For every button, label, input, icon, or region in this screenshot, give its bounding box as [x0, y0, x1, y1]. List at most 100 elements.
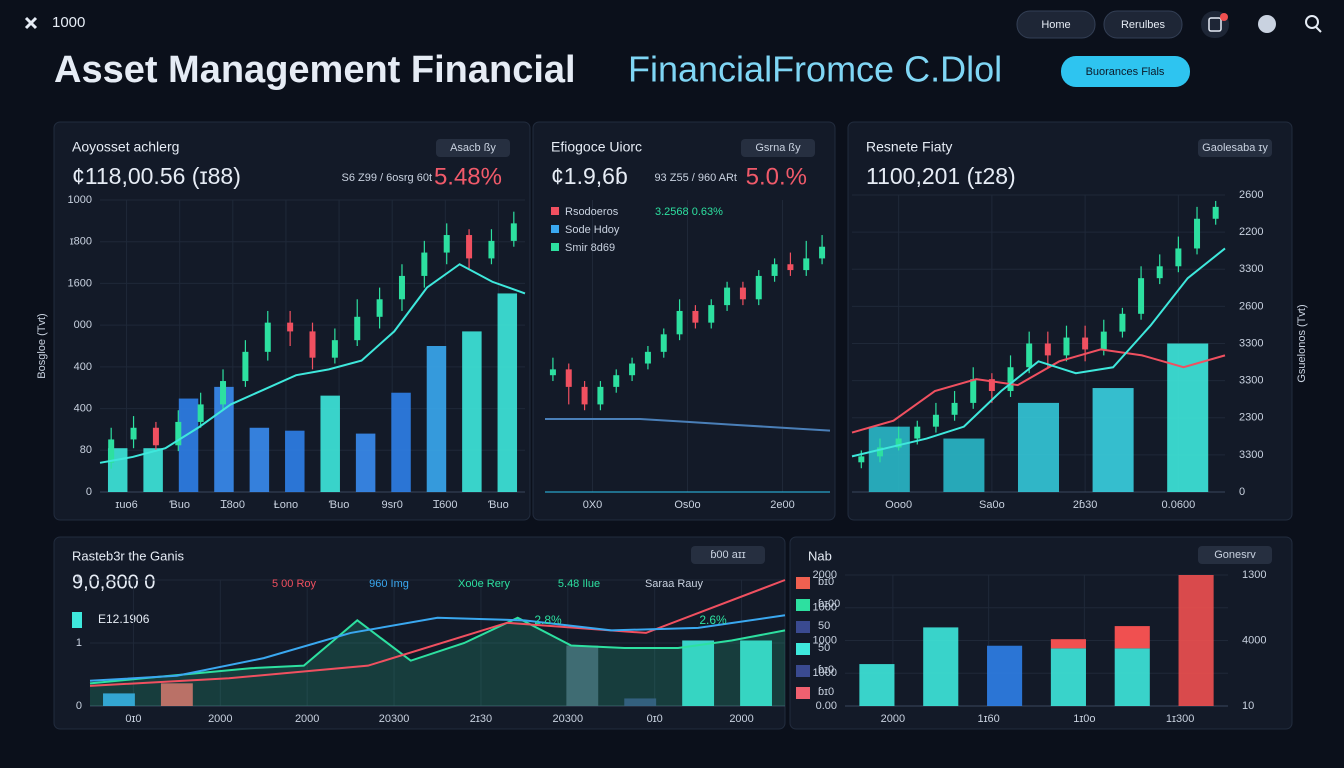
y-axis-label: Gsuelonos (Tvt)	[1296, 304, 1308, 382]
panel-tag[interactable]	[1198, 139, 1272, 157]
x-tick-label: Ɓuo	[169, 499, 190, 511]
candle-body	[739, 287, 746, 300]
panel-tag[interactable]	[691, 546, 765, 564]
bar	[987, 645, 1023, 706]
panel-tag[interactable]	[436, 139, 510, 157]
panel-tag-label[interactable]: Asacb ßy	[450, 142, 496, 154]
x-tick-label: 20300	[553, 713, 584, 725]
x-tick-label: 9sr0	[381, 499, 402, 511]
y-tick-label: 0	[76, 700, 82, 712]
x-tick-label: 1ɪ60	[977, 713, 999, 725]
search-icon-handle	[1315, 26, 1322, 33]
badge[interactable]	[1061, 56, 1190, 87]
y-tick-label: 1600	[68, 277, 92, 289]
line	[851, 247, 1226, 458]
chart-note: 2.8%	[534, 613, 562, 627]
panel-tag-label[interactable]: ɓ00 aɪɪ	[710, 549, 745, 561]
bar	[566, 645, 599, 706]
candle-body	[443, 235, 450, 253]
candle-body	[771, 264, 778, 276]
panel-tag-label[interactable]: Gsrna ßy	[755, 142, 801, 154]
bar	[1114, 648, 1150, 706]
search-icon[interactable]	[1305, 15, 1319, 29]
panel-value: 9,0,800 0	[72, 571, 155, 593]
y-tick-label: 4000	[1242, 634, 1266, 646]
candle-body	[1156, 266, 1163, 279]
x-tick-label: 0ɪ0	[647, 713, 663, 725]
bar	[249, 427, 270, 492]
nav-label[interactable]: Home	[1041, 19, 1070, 31]
x-tick-label: 20300	[379, 713, 410, 725]
y-tick-label: 1	[76, 574, 82, 586]
legend-label: Sode Hdoy	[565, 224, 620, 236]
bar	[1178, 575, 1214, 706]
badge-label[interactable]: Buorances Flals	[1086, 66, 1165, 78]
line	[89, 616, 786, 685]
candle-body	[597, 386, 604, 405]
candle-body	[331, 340, 338, 358]
x-tick-label: 2ɪ30	[470, 713, 492, 725]
nav-label[interactable]: Rerulbes	[1121, 19, 1166, 31]
panel-tag[interactable]	[741, 139, 815, 157]
legend-swatch	[796, 643, 810, 655]
panel-tag-label[interactable]: Gaolesaba ɪy	[1202, 142, 1268, 154]
y-tick-label: 3300	[1239, 263, 1263, 275]
legend-swatch	[796, 621, 810, 633]
candle-body	[1194, 218, 1201, 249]
panel-change: 5.48%	[434, 163, 502, 190]
candle-body	[220, 381, 227, 405]
bar	[160, 683, 193, 706]
candle-body	[287, 322, 294, 332]
line	[851, 348, 1226, 434]
line	[89, 579, 786, 687]
bar	[943, 438, 985, 492]
series-label: 960 Img	[369, 578, 409, 590]
bar	[868, 426, 910, 492]
candle-body	[421, 252, 428, 276]
x-tick-label: 0.0600	[1162, 499, 1196, 511]
x-tick-label: Ooo0	[885, 499, 912, 511]
candle-body	[152, 427, 159, 446]
candle-body	[644, 351, 651, 364]
settings-icon[interactable]	[1258, 15, 1276, 33]
y-tick-label: 10	[1242, 700, 1254, 712]
candle-body	[466, 235, 473, 259]
x-tick-label: 2ɓ30	[1073, 499, 1097, 511]
candle-body	[755, 275, 762, 300]
candle-body	[581, 386, 588, 405]
candle-body	[108, 439, 115, 463]
candle-body	[660, 334, 667, 352]
nav-button[interactable]	[1103, 10, 1183, 39]
candle-body	[803, 258, 810, 271]
panel	[789, 536, 1293, 730]
bar	[320, 395, 340, 492]
y-tick-label: 2000	[813, 569, 837, 581]
y-tick-label: 2600	[1239, 300, 1263, 312]
y-tick-label: 80	[80, 444, 92, 456]
legend-label: ɓɪ0	[818, 576, 834, 588]
bar-top	[1114, 626, 1150, 649]
x-tick-label: 2000	[295, 713, 319, 725]
candle-body	[1119, 313, 1126, 332]
x-tick-label: Ɪ8o0	[221, 499, 245, 511]
legend-label: ɓɪ0	[818, 686, 834, 698]
bar	[740, 640, 772, 706]
candle-body	[376, 299, 383, 317]
panel-tag-label[interactable]: Gonesrv	[1214, 549, 1256, 561]
x-tick-label: 0ɪ0	[125, 713, 141, 725]
bar	[1167, 343, 1209, 492]
y-tick-label: 3300	[1239, 449, 1263, 461]
area	[90, 617, 785, 706]
legend-swatch	[796, 687, 810, 699]
x-tick-label: Ɪ600	[433, 499, 457, 511]
panel-tag[interactable]	[1198, 546, 1272, 564]
panel-title: Rasteb3r the Ganis	[72, 548, 185, 563]
candle-body	[264, 322, 271, 352]
y-tick-label: 1000	[813, 602, 837, 614]
legend-label: Smir 8d69	[565, 242, 615, 254]
x-tick-label: 2000	[208, 713, 232, 725]
legend-label: 50	[818, 642, 830, 654]
series-label: 5 00 Roy	[272, 578, 317, 590]
candle-body	[309, 331, 316, 358]
nav-button[interactable]	[1016, 10, 1096, 39]
